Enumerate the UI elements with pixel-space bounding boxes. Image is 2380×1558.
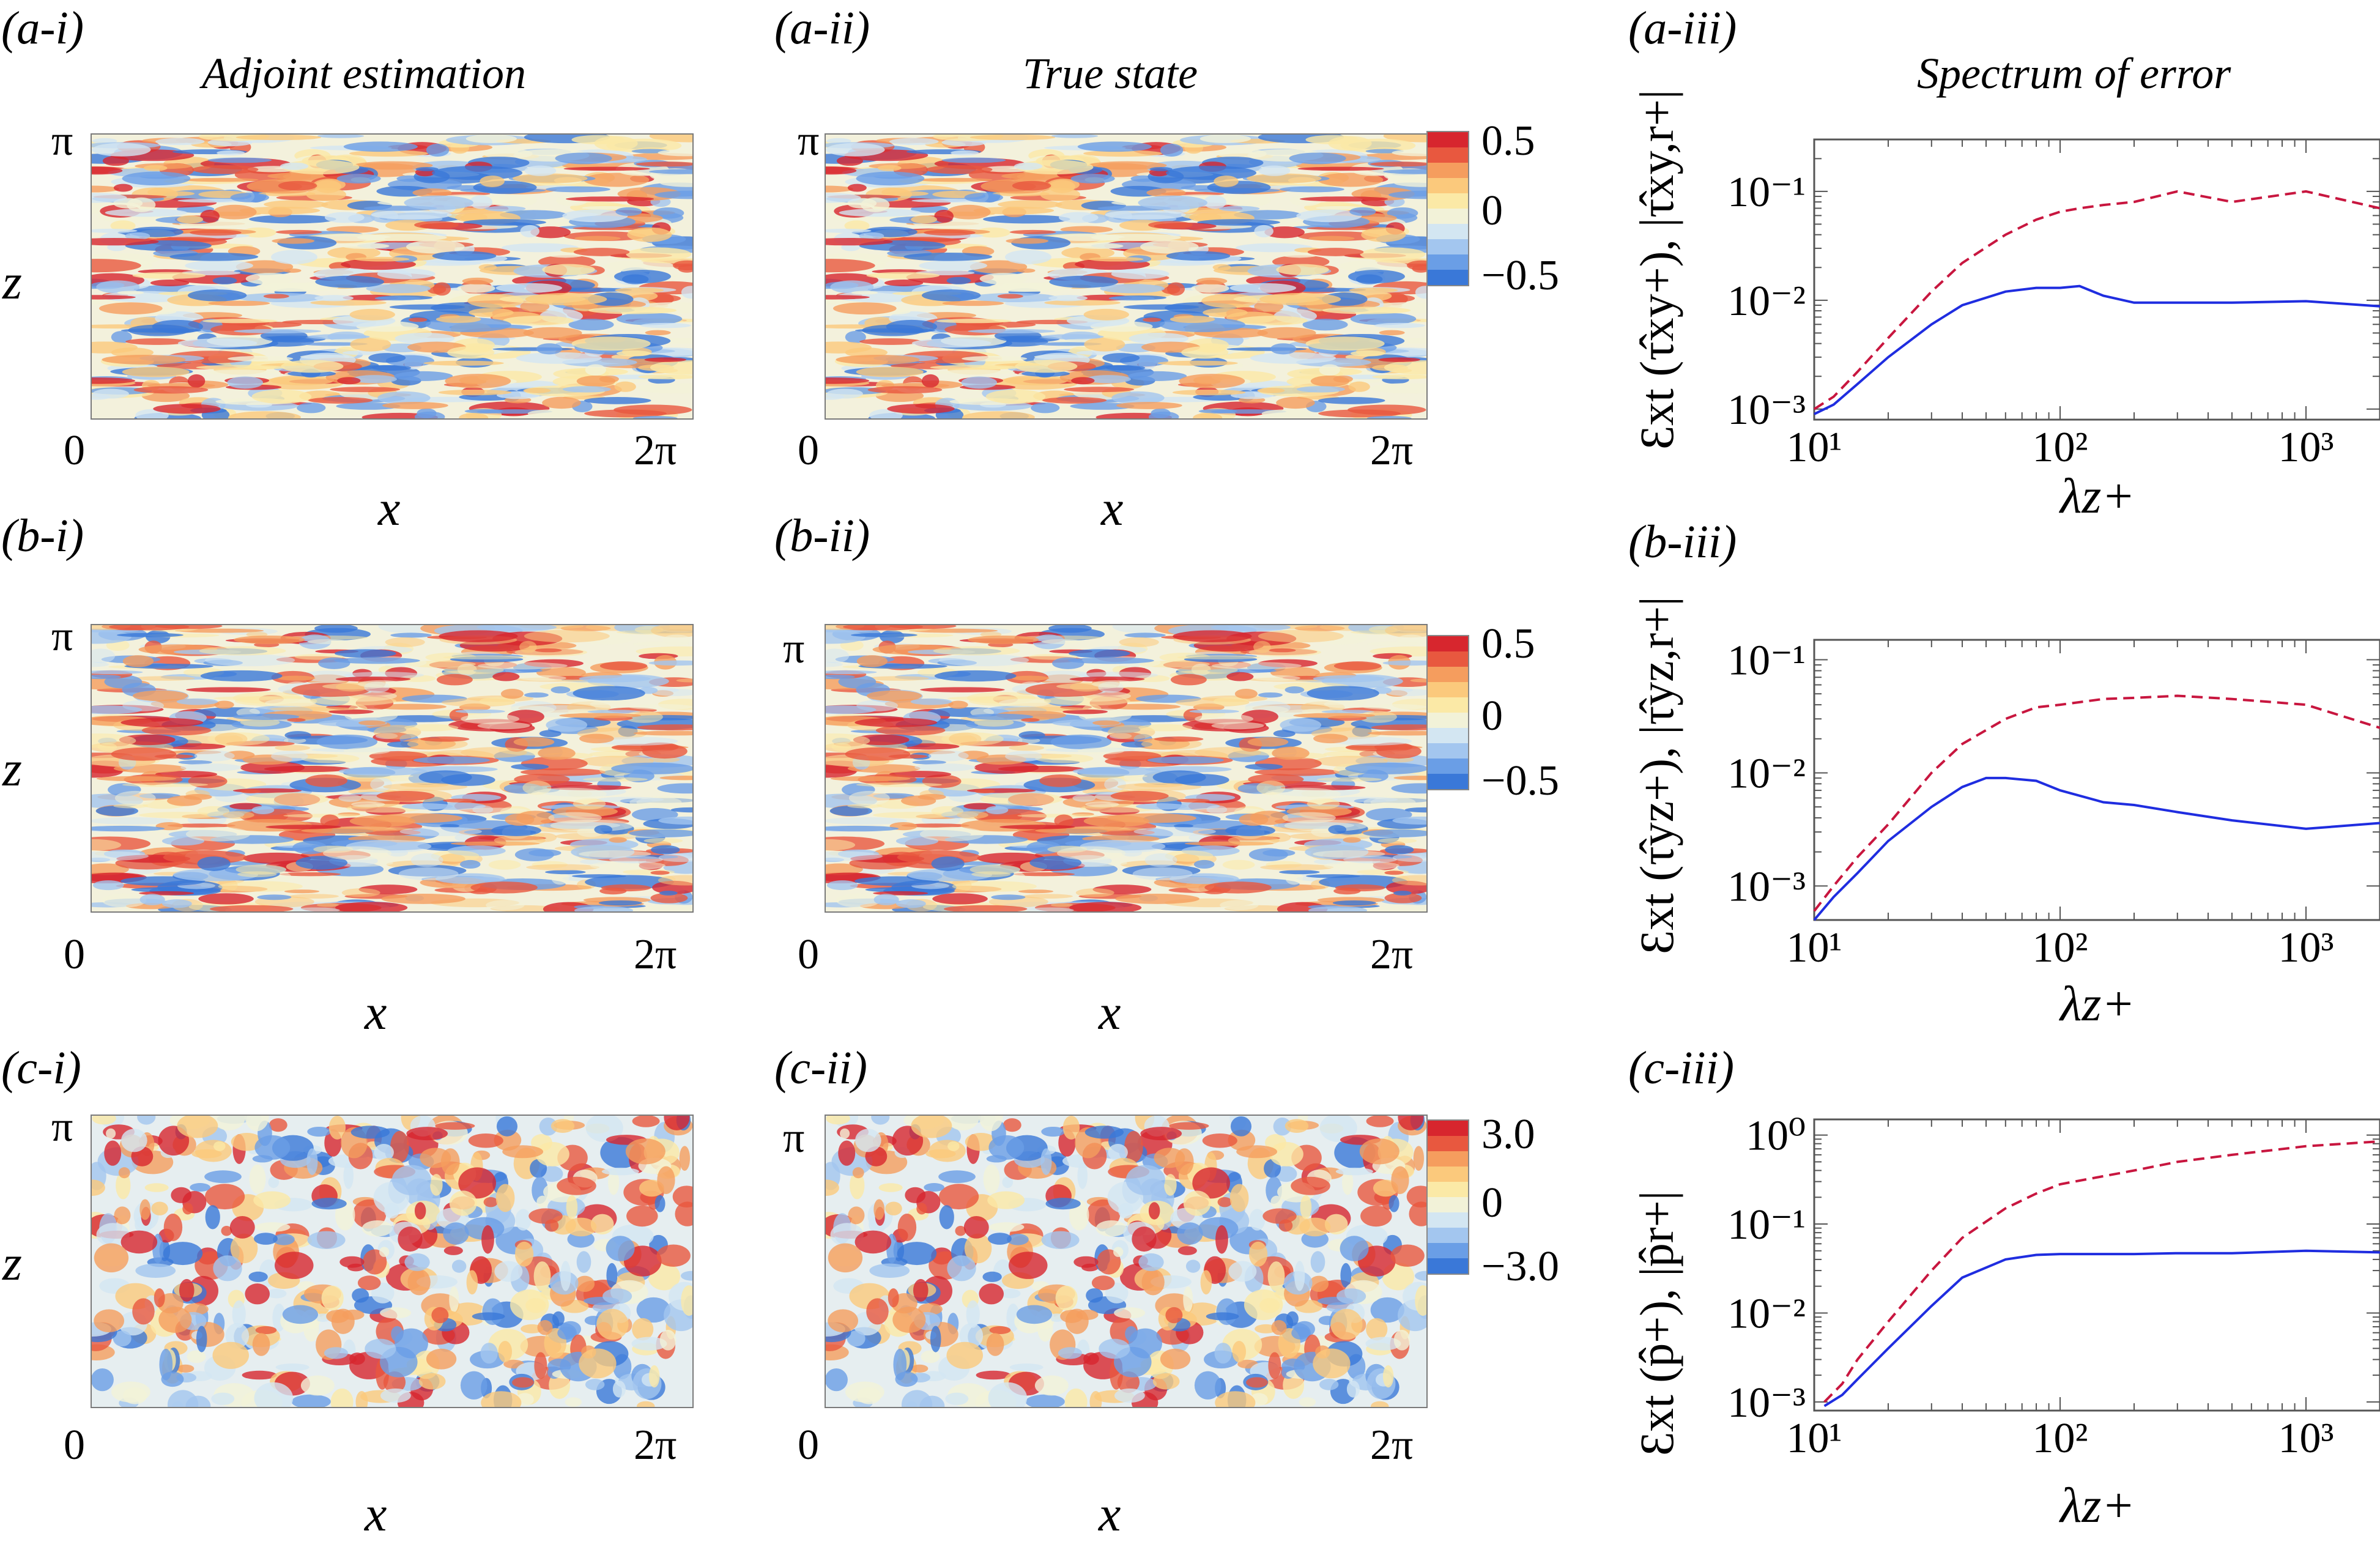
x-min-label: 0 (64, 427, 85, 474)
colorbar-max-label: 0.5 (1481, 620, 1535, 667)
panel-label-b-i: (b-i) (1, 510, 84, 562)
y-tick-label: 10⁻¹ (1727, 1201, 1806, 1248)
x-min-label: 0 (798, 931, 819, 978)
z-axis-label: z (2, 741, 22, 796)
colorbar-max-label: 0.5 (1481, 117, 1535, 165)
colorbar-mid-label: 0 (1481, 1179, 1503, 1226)
x-max-label: 2π (634, 1422, 677, 1469)
colorbar-a (1426, 131, 1469, 286)
column-title-spectrum: Spectrum of error (1917, 49, 2231, 98)
z-axis-label: z (2, 1235, 22, 1291)
field-b-estimation (91, 624, 694, 913)
x-tick-label: 10³ (2278, 924, 2334, 971)
panel-label-a-ii: (a-ii) (774, 2, 870, 54)
plot-frame (1813, 639, 2380, 921)
error-series-line (1823, 1249, 2380, 1408)
x-axis-label: x (365, 984, 387, 1040)
column-title-estimation: Adjoint estimation (202, 49, 526, 98)
z-max-label: π (798, 117, 820, 165)
x-axis-label: x (378, 480, 401, 536)
z-max-label: π (51, 1104, 73, 1151)
x-min-label: 0 (64, 1422, 85, 1469)
panel-label-c-ii: (c-ii) (774, 1042, 867, 1094)
field-b-truth (825, 624, 1428, 913)
panel-label-b-iii: (b-iii) (1628, 516, 1737, 568)
reference-series-line (1823, 1140, 2380, 1403)
field-c-truth (825, 1115, 1428, 1408)
field-a-truth (825, 133, 1428, 420)
x-axis-label: x (1101, 480, 1124, 536)
x-tick-label: 10² (2032, 1415, 2088, 1462)
y-tick-label: 10⁻² (1727, 278, 1806, 325)
y-tick-label: 10⁻¹ (1727, 169, 1806, 216)
x-tick-label: 10³ (2278, 424, 2334, 471)
x-tick-label: 10² (2032, 924, 2088, 971)
panel-label-a-i: (a-i) (1, 2, 84, 54)
x-tick-label: 10² (2032, 424, 2088, 471)
z-max-label: π (783, 625, 805, 672)
y-tick-label: 10⁻¹ (1727, 637, 1806, 684)
y-tick-label: 10⁻³ (1727, 387, 1806, 434)
colorbar-max-label: 3.0 (1481, 1111, 1535, 1158)
z-axis-label: z (2, 254, 22, 310)
z-max-label: π (783, 1115, 805, 1162)
spectrum-x-label: λz+ (2060, 468, 2135, 524)
reference-series-line (1813, 190, 2380, 410)
x-axis-label: x (1099, 984, 1121, 1040)
x-max-label: 2π (1370, 931, 1414, 978)
colorbar-min-label: −0.5 (1481, 252, 1559, 299)
panel-label-c-iii: (c-iii) (1628, 1042, 1735, 1094)
x-tick-label: 10¹ (1787, 924, 1842, 971)
z-max-label: π (51, 613, 73, 660)
y-tick-label: 10⁰ (1746, 1113, 1806, 1160)
x-min-label: 0 (64, 931, 85, 978)
colorbar-min-label: −3.0 (1481, 1243, 1559, 1290)
colorbar-mid-label: 0 (1481, 692, 1503, 740)
panel-label-a-iii: (a-iii) (1628, 2, 1737, 54)
field-a-estimation (91, 133, 694, 420)
colorbar-c (1426, 1119, 1469, 1275)
plot-frame (1813, 138, 2380, 421)
x-tick-label: 10¹ (1787, 424, 1842, 471)
y-tick-label: 10⁻³ (1727, 1379, 1806, 1426)
panel-label-b-ii: (b-ii) (774, 510, 870, 562)
x-axis-label: x (1099, 1486, 1121, 1541)
error-series-line (1814, 284, 2380, 415)
reference-series-line (1813, 694, 2380, 912)
panel-label-c-i: (c-i) (1, 1042, 81, 1094)
colorbar-min-label: −0.5 (1481, 757, 1559, 804)
spectrum-x-label: λz+ (2060, 1477, 2135, 1533)
column-title-truth: True state (1023, 49, 1198, 98)
x-min-label: 0 (798, 1422, 819, 1469)
y-tick-label: 10⁻² (1727, 1290, 1806, 1337)
y-tick-label: 10⁻³ (1727, 863, 1806, 910)
x-tick-label: 10³ (2278, 1415, 2334, 1462)
y-tick-label: 10⁻² (1727, 750, 1806, 797)
x-max-label: 2π (1370, 427, 1414, 474)
field-c-estimation (91, 1115, 694, 1408)
spectrum-x-label: λz+ (2060, 976, 2135, 1031)
colorbar-b (1426, 635, 1469, 790)
plot-frame (1813, 1118, 2380, 1412)
x-max-label: 2π (634, 931, 677, 978)
colorbar-mid-label: 0 (1481, 187, 1503, 234)
x-max-label: 2π (1370, 1422, 1414, 1469)
x-tick-label: 10¹ (1787, 1415, 1842, 1462)
x-max-label: 2π (634, 427, 677, 474)
error-series-line (1813, 776, 2380, 921)
x-min-label: 0 (798, 427, 819, 474)
z-max-label: π (51, 117, 73, 165)
x-axis-label: x (365, 1486, 387, 1541)
